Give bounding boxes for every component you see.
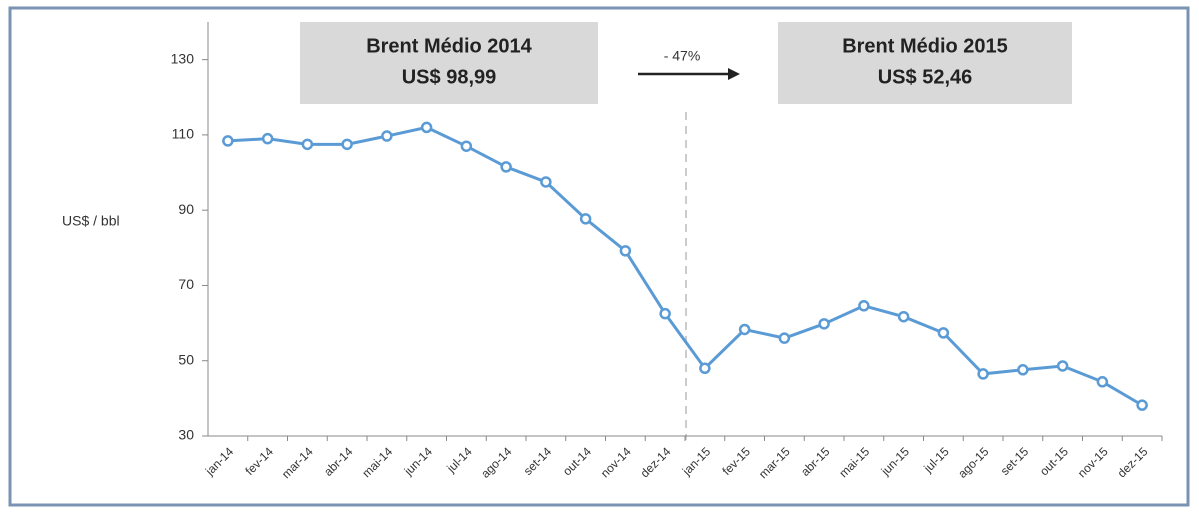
x-tick-label: jan-14 (202, 444, 236, 478)
frame (8, 6, 1190, 507)
y-tick-label: 110 (172, 126, 195, 142)
point (420, 121, 433, 134)
x-tick-label: nov-14 (598, 444, 634, 480)
x-tick-label: mar-15 (756, 444, 793, 481)
point (261, 132, 274, 145)
point (579, 213, 592, 225)
point (381, 130, 393, 142)
x-tick-label: abr-14 (321, 444, 356, 479)
point (341, 138, 353, 151)
point (738, 323, 751, 336)
annotation-value: US$ 52,46 (878, 66, 973, 88)
x-tick-label: jun-14 (401, 444, 435, 478)
point (659, 307, 671, 320)
point (858, 300, 870, 312)
y-tick-label: 70 (178, 276, 194, 292)
annotation-box (778, 22, 1072, 104)
x-tick-label: out-14 (560, 444, 594, 478)
x-tick-label: jan-15 (679, 444, 713, 478)
y-tick-label: 50 (178, 351, 194, 367)
x-tick-label: dez-15 (1115, 444, 1151, 480)
x-tick-label: set-15 (998, 444, 1032, 478)
line (227, 125, 1143, 407)
x-tick-label: mar-14 (279, 444, 316, 481)
annotation-value: US$ 98,99 (402, 66, 497, 88)
x-tick-label: fev-14 (243, 444, 277, 478)
point (460, 140, 473, 152)
change-label: - 47% (664, 48, 701, 64)
x-tick-label: dez-14 (638, 444, 674, 480)
x-tick-label: out-15 (1037, 444, 1071, 478)
point (818, 318, 830, 330)
point (977, 368, 989, 380)
x-tick-label: set-14 (521, 444, 555, 478)
arrow-head (728, 68, 740, 80)
x-tick-label: jun-15 (878, 444, 912, 478)
point (540, 176, 552, 188)
y-tick-label: 90 (178, 201, 194, 217)
point (222, 135, 234, 147)
x-tick-label: fev-15 (720, 444, 754, 478)
point (619, 245, 632, 257)
point (1017, 364, 1029, 376)
x-tick-label: mai-15 (836, 444, 872, 480)
point (937, 327, 950, 339)
x-tick-label: mai-14 (359, 444, 395, 480)
y-tick-label: 30 (178, 427, 194, 443)
point (500, 161, 512, 173)
x-tick-label: ago-15 (955, 444, 992, 481)
point (1056, 360, 1069, 372)
point (1136, 399, 1148, 411)
point (778, 332, 791, 344)
x-tick-label: jul-15 (920, 444, 952, 476)
point (1096, 376, 1109, 388)
x-tick-label: nov-15 (1075, 444, 1111, 480)
x-tick-label: ago-14 (478, 444, 515, 481)
x-tick-label: jul-14 (443, 444, 475, 476)
point (301, 138, 314, 151)
point (699, 362, 711, 375)
point (897, 310, 910, 323)
y-axis-label: US$ / bbl (62, 213, 120, 229)
y-tick-label: 130 (171, 50, 195, 66)
x-tick-label: abr-15 (798, 444, 833, 479)
annotation-title: Brent Médio 2015 (842, 35, 1008, 57)
annotation-title: Brent Médio 2014 (366, 35, 532, 57)
annotation-box (300, 22, 598, 104)
